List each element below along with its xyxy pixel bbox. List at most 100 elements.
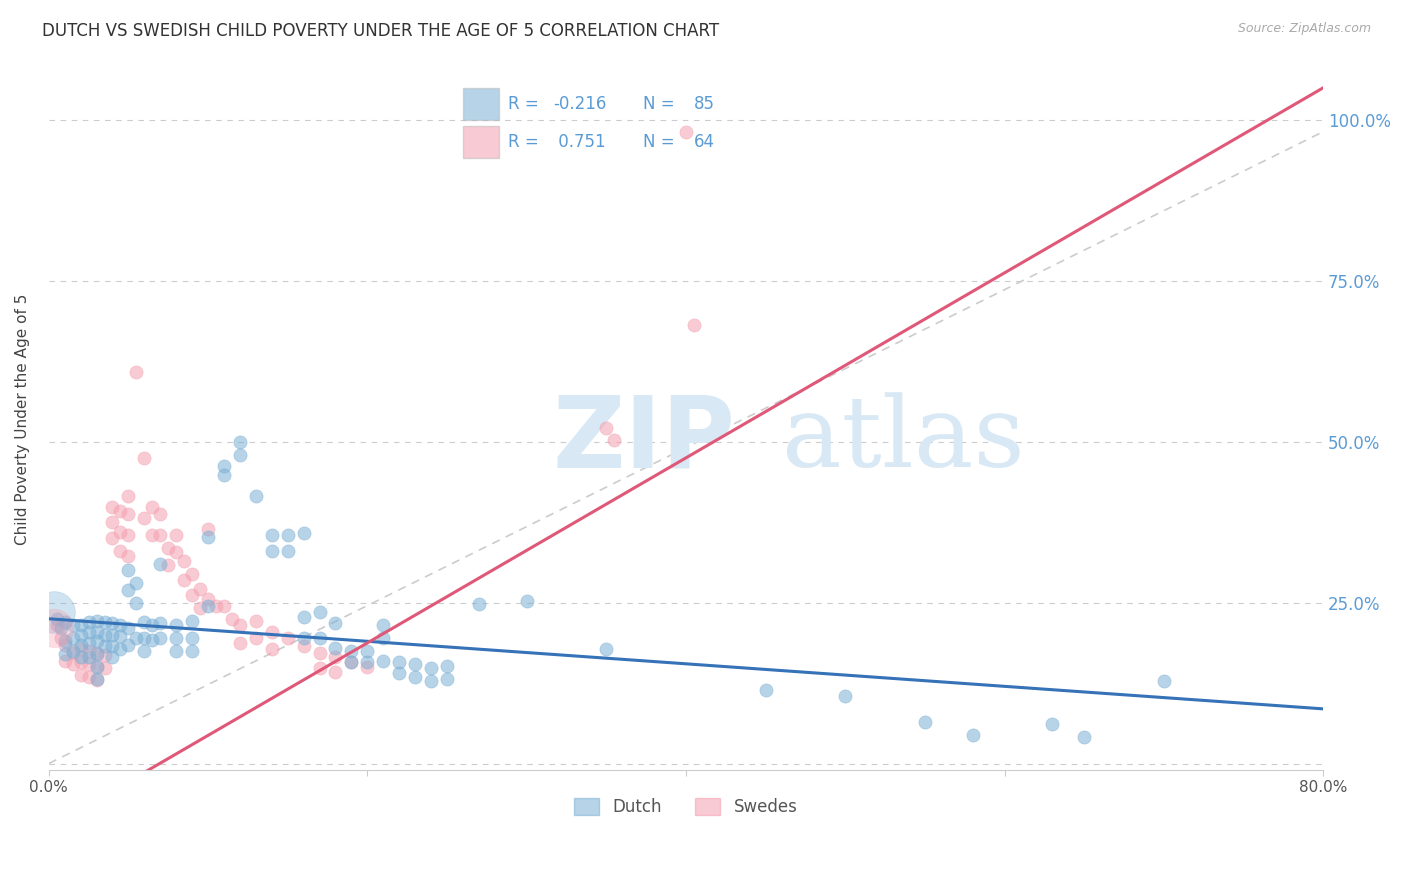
Point (45, 612, 67, 626)
Point (117, 507, 139, 521)
Point (45, 618, 67, 632)
Point (86, 660, 108, 674)
Point (77, 657, 100, 671)
Point (468, 597, 491, 611)
Point (834, 689, 856, 703)
Point (356, 655, 378, 669)
Point (229, 434, 252, 449)
Point (181, 566, 204, 581)
Point (101, 640, 124, 654)
Point (229, 448, 252, 462)
Point (51, 631, 73, 645)
Point (292, 640, 315, 654)
Point (292, 610, 315, 624)
Point (134, 615, 156, 629)
Point (149, 528, 172, 542)
Point (117, 528, 139, 542)
Point (77, 635, 100, 649)
Point (292, 631, 315, 645)
Point (51, 622, 73, 636)
Point (340, 655, 363, 669)
Text: DUTCH VS SWEDISH CHILD POVERTY UNDER THE AGE OF 5 CORRELATION CHART: DUTCH VS SWEDISH CHILD POVERTY UNDER THE… (42, 22, 720, 40)
Point (53, 647, 76, 661)
Point (325, 616, 347, 631)
Point (86, 614, 108, 628)
Point (173, 554, 195, 568)
Point (356, 644, 378, 658)
Point (212, 468, 235, 483)
Point (595, 420, 617, 434)
Point (93, 661, 115, 675)
Point (197, 522, 219, 536)
Text: Source: ZipAtlas.com: Source: ZipAtlas.com (1237, 22, 1371, 36)
Text: atlas: atlas (782, 392, 1025, 488)
Point (69, 638, 91, 652)
Point (149, 616, 172, 631)
Point (188, 600, 211, 615)
Point (69, 628, 91, 642)
Point (77, 644, 100, 658)
Point (212, 599, 235, 613)
Text: ZIP: ZIP (553, 392, 735, 489)
Point (69, 642, 91, 657)
Point (165, 528, 187, 542)
Point (157, 558, 180, 573)
Point (165, 618, 187, 632)
Point (1040, 716, 1063, 731)
Point (117, 564, 139, 578)
Point (141, 528, 163, 542)
Point (388, 655, 411, 669)
Point (101, 650, 124, 665)
Point (53, 634, 76, 648)
Point (86, 647, 108, 661)
Point (516, 594, 538, 608)
Point (173, 573, 195, 587)
Point (197, 530, 219, 544)
Point (197, 599, 219, 613)
Point (212, 459, 235, 474)
Point (181, 644, 204, 658)
Point (69, 650, 91, 665)
Point (93, 648, 115, 663)
Point (308, 605, 330, 619)
Point (595, 642, 617, 657)
Point (125, 576, 148, 591)
Point (229, 618, 252, 632)
Point (277, 631, 299, 645)
Legend: Dutch, Swedes: Dutch, Swedes (567, 790, 806, 825)
Point (110, 504, 132, 518)
Point (134, 510, 156, 524)
Point (420, 661, 443, 675)
Point (77, 615, 100, 629)
Point (292, 526, 315, 541)
Point (157, 541, 180, 555)
Point (101, 616, 124, 631)
Point (260, 528, 283, 542)
Point (373, 654, 395, 668)
Point (603, 434, 626, 448)
Point (53, 654, 76, 668)
Point (325, 640, 347, 655)
Point (325, 650, 347, 665)
Point (388, 666, 411, 681)
Point (141, 632, 163, 647)
Point (69, 667, 91, 681)
Point (188, 582, 211, 596)
Point (245, 614, 267, 628)
Point (260, 544, 283, 558)
Point (149, 631, 172, 645)
Point (110, 544, 132, 558)
Point (373, 618, 395, 632)
Point (62, 644, 84, 658)
Point (93, 615, 115, 629)
Point (1153, 674, 1175, 689)
Point (93, 640, 115, 654)
Point (125, 596, 148, 610)
Point (340, 644, 363, 658)
Point (308, 646, 330, 660)
Point (53, 638, 76, 652)
Point (277, 528, 299, 542)
Point (181, 588, 204, 602)
Point (260, 642, 283, 657)
Point (77, 624, 100, 639)
